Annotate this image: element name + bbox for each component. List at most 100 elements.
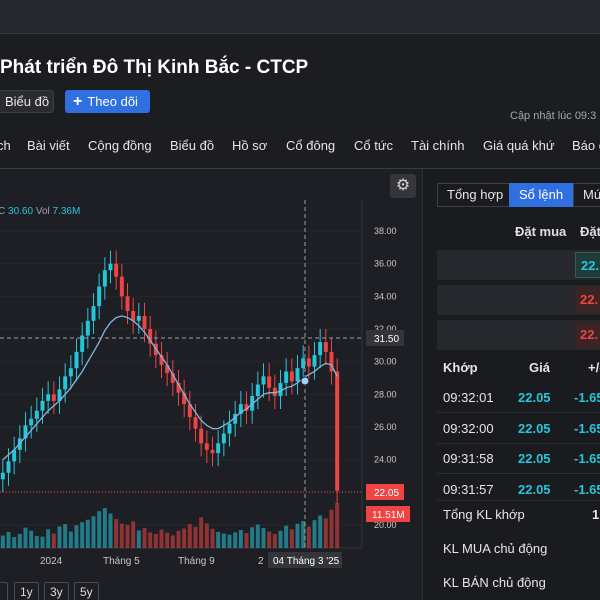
volume-bar xyxy=(221,533,226,548)
tab-other[interactable]: Mú xyxy=(573,183,600,207)
chart-button[interactable]: Biểu đồ xyxy=(0,90,54,113)
candle-body xyxy=(238,404,243,414)
total-volume-label: Tổng KL khớp xyxy=(443,507,525,522)
range-button-3y[interactable]: 3y xyxy=(44,582,69,600)
volume-bar xyxy=(12,537,17,548)
candle-body xyxy=(312,355,317,367)
volume-bar xyxy=(170,535,175,548)
range-button-1y[interactable]: 1y xyxy=(14,582,39,600)
volume-bar xyxy=(74,525,79,548)
candle-body xyxy=(68,368,73,377)
volume-bar xyxy=(23,527,28,548)
orderbook-price: 22. xyxy=(575,252,600,278)
tab-community[interactable]: Cộng đồng xyxy=(88,138,152,153)
volume-bar xyxy=(329,509,334,548)
tab-overview[interactable]: ch xyxy=(0,138,11,153)
volume-bar xyxy=(165,532,170,548)
volume-bar xyxy=(193,526,198,548)
trade-time: 09:31:57 xyxy=(443,482,494,497)
volume-bar xyxy=(153,533,158,548)
volume-bar xyxy=(204,523,209,548)
candle-body xyxy=(255,384,260,396)
range-button-5y[interactable]: 5y xyxy=(74,582,99,600)
volume-bar xyxy=(210,528,215,548)
tab-summary[interactable]: Tổng hợp xyxy=(437,183,514,207)
tab-profile[interactable]: Hồ sơ xyxy=(232,138,268,153)
crosshair-y-label: 31.50 xyxy=(374,334,399,345)
candle-body xyxy=(97,286,102,307)
plus-icon: + xyxy=(73,93,83,110)
volume-bar xyxy=(29,530,34,548)
candle-body xyxy=(210,449,215,454)
volume-bar xyxy=(199,517,204,548)
nav-divider xyxy=(0,168,600,169)
candle-body xyxy=(91,306,96,321)
candle-body xyxy=(114,263,119,277)
tab-shareholders[interactable]: Cổ đông xyxy=(286,138,336,153)
volume-bar xyxy=(187,524,192,548)
trade-separator xyxy=(437,500,600,501)
tab-order-book[interactable]: Sổ lệnh xyxy=(509,183,574,207)
candle-body xyxy=(51,394,56,401)
x-tick-label: 2 xyxy=(258,556,264,567)
trade-separator xyxy=(437,443,600,444)
tab-price-history[interactable]: Giá quá khứ xyxy=(483,138,555,153)
candle-body xyxy=(318,342,323,356)
candle-body xyxy=(193,417,198,429)
trade-change: -1.65 xyxy=(574,451,600,466)
candle-body xyxy=(34,410,39,419)
tab-reports[interactable]: Báo c xyxy=(572,138,600,153)
candle-body xyxy=(165,364,170,374)
volume-bar xyxy=(233,532,238,548)
trade-change: -1.65 xyxy=(574,390,600,405)
volume-bar xyxy=(227,534,232,548)
candle-body xyxy=(125,296,130,312)
trades-header-change: +/- xyxy=(588,360,600,375)
candle-body xyxy=(335,371,340,491)
volume-bar xyxy=(91,516,96,548)
x-tick-label: Tháng 5 xyxy=(103,556,140,567)
trade-change: -1.65 xyxy=(574,482,600,497)
candle-body xyxy=(131,311,136,321)
trade-price: 22.05 xyxy=(518,390,551,405)
range-button-partial[interactable] xyxy=(0,582,8,600)
candle-body xyxy=(284,371,289,383)
updated-time: Cập nhật lúc 09:3 xyxy=(510,110,597,122)
trade-separator xyxy=(437,473,600,474)
candle-body xyxy=(301,358,306,369)
volume-bar xyxy=(267,531,272,548)
volume-bar xyxy=(295,523,300,548)
price-chart[interactable]: 38.00 36.00 34.00 32.00 30.00 28.00 26.00 24.00… xyxy=(0,200,422,578)
volume-bar xyxy=(261,528,266,548)
y-tick-label: 20.00 xyxy=(374,520,397,530)
volume-bar xyxy=(244,533,249,548)
candle-body xyxy=(57,389,62,401)
follow-button[interactable]: + Theo dõi xyxy=(65,90,150,113)
tab-dividends[interactable]: Cổ tức xyxy=(354,138,394,153)
volume-bar xyxy=(142,528,147,548)
candle-body xyxy=(148,329,153,344)
volume-bar xyxy=(159,529,164,548)
candle-body xyxy=(74,351,79,369)
volume-label-bg xyxy=(366,506,410,522)
candle-body xyxy=(12,449,17,462)
candle-body xyxy=(306,358,311,367)
candle-body xyxy=(199,428,204,444)
volume-bar xyxy=(80,522,85,548)
volume-bar xyxy=(17,533,22,548)
tab-financials[interactable]: Tài chính xyxy=(411,138,465,153)
candle-body xyxy=(29,418,34,426)
y-tick-label: 38.00 xyxy=(374,226,397,236)
crosshair-x-label: 04 Tháng 3 '25 xyxy=(273,556,340,567)
volume-bar xyxy=(46,529,51,548)
volume-bar xyxy=(57,526,62,548)
candle-body xyxy=(267,376,272,388)
candle-body xyxy=(261,376,266,385)
gear-icon[interactable]: ⚙ xyxy=(390,174,416,198)
tab-chart[interactable]: Biểu đồ xyxy=(170,138,215,153)
candle-body xyxy=(233,413,238,424)
volume-bar xyxy=(272,533,277,548)
tab-articles[interactable]: Bài viết xyxy=(27,138,70,153)
orderbook-row xyxy=(437,285,600,315)
x-tick-label: Tháng 9 xyxy=(178,556,215,567)
